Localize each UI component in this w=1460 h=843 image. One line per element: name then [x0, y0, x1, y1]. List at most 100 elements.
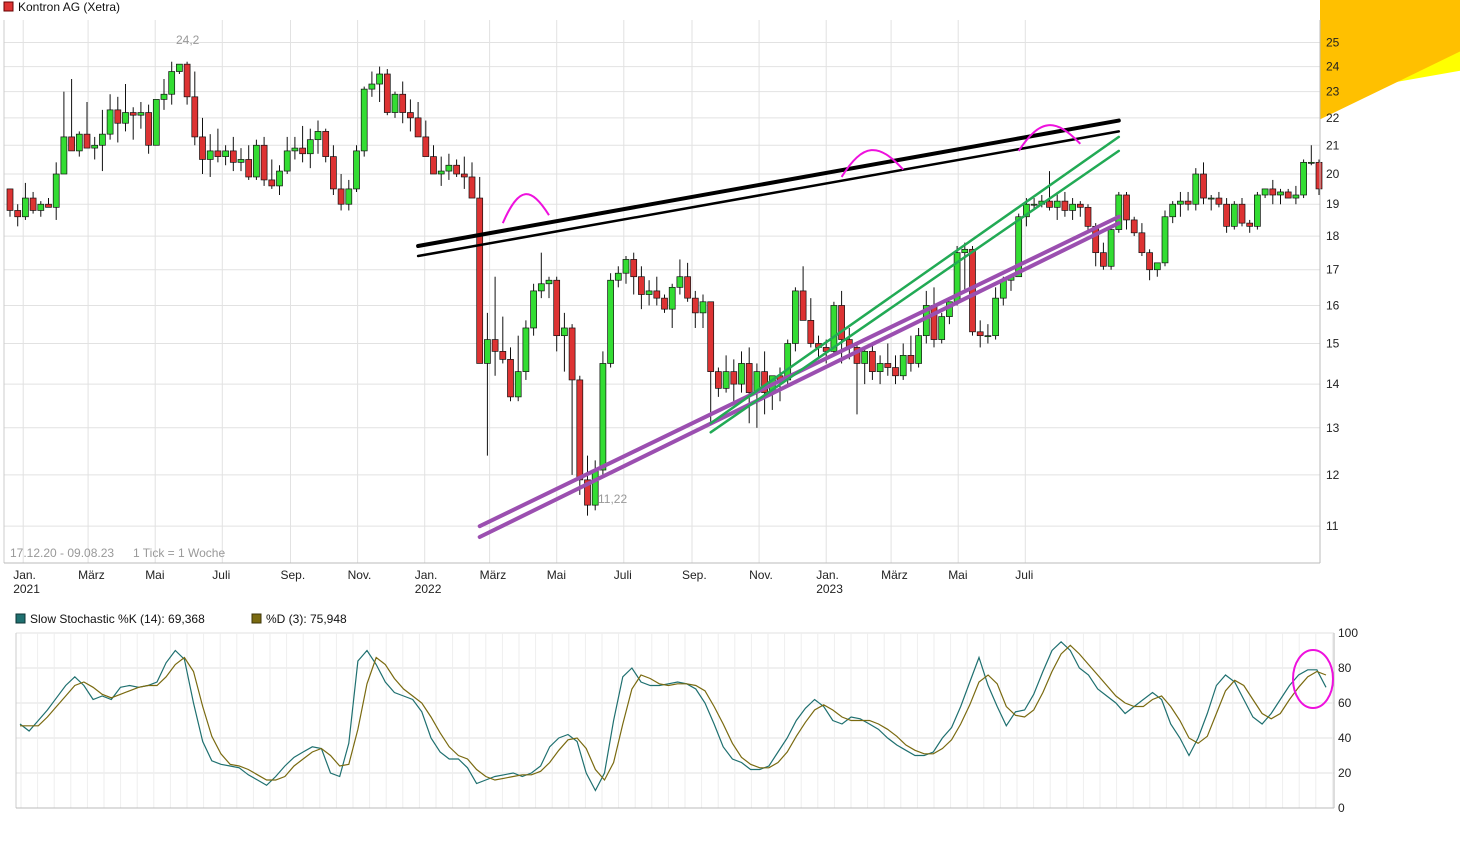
candle-down — [453, 164, 460, 175]
price-tick-label: 23 — [1326, 85, 1340, 99]
candle-up — [1230, 203, 1238, 227]
candles — [6, 61, 1323, 516]
candle-up — [699, 301, 707, 314]
candle-up — [160, 93, 168, 100]
candle-down — [892, 367, 899, 377]
candle-down — [707, 301, 715, 372]
high-price-label: 24,2 — [176, 33, 200, 47]
candle-up — [1300, 161, 1307, 196]
candle-up — [668, 286, 676, 310]
candle-up — [237, 159, 245, 163]
candle-down — [584, 479, 591, 506]
month-tick-label: Jan. — [415, 568, 438, 582]
candle-up — [253, 144, 260, 178]
candle-down — [83, 133, 91, 149]
candle-up — [992, 297, 999, 337]
candle-down — [684, 276, 691, 299]
stoch-tick-label: 100 — [1338, 626, 1358, 640]
candle-down — [145, 112, 152, 146]
tick-note-label: 1 Tick = 1 Woche — [133, 546, 225, 560]
price-tick-label: 13 — [1326, 421, 1340, 435]
year-tick-label: 2023 — [816, 582, 843, 596]
candle-down — [799, 290, 807, 321]
candle-down — [6, 188, 14, 211]
candle-down — [1061, 200, 1069, 211]
candle-down — [14, 210, 22, 218]
candle-down — [715, 371, 722, 389]
candle-down — [499, 351, 507, 360]
candle-up — [545, 279, 553, 285]
trendline-support-purple-2 — [477, 221, 1121, 539]
candle-down — [383, 73, 391, 113]
candle-up — [876, 363, 884, 372]
candle-up — [1169, 203, 1177, 218]
candle-down — [468, 176, 476, 199]
candle-down — [661, 297, 668, 310]
year-tick-label: 2021 — [13, 582, 40, 596]
month-tick-label: Jan. — [816, 568, 839, 582]
month-tick-label: Sep. — [682, 568, 707, 582]
stochastic-lines — [19, 640, 1327, 792]
price-tick-label: 22 — [1326, 111, 1340, 125]
trendlines — [416, 118, 1121, 539]
month-tick-label: Jan. — [13, 568, 36, 582]
candle-up — [622, 259, 630, 274]
stochastic-k-line — [19, 640, 1327, 792]
candle-down — [422, 136, 430, 157]
price-tick-label: 12 — [1326, 468, 1340, 482]
candle-down — [460, 173, 468, 178]
candle-up — [961, 248, 969, 254]
candle-up — [645, 290, 653, 295]
candle-up — [276, 170, 283, 187]
candle-down — [553, 279, 561, 337]
candle-up — [1292, 194, 1300, 199]
candle-down — [476, 197, 484, 364]
candle-up — [206, 150, 214, 160]
candle-down — [638, 276, 645, 295]
candle-down — [1123, 194, 1130, 221]
month-tick-label: Juli — [1015, 568, 1033, 582]
d-legend-label: %D (3): 75,948 — [266, 612, 347, 626]
candle-down — [507, 359, 514, 398]
candle-down — [1223, 203, 1230, 227]
month-tick-label: Juli — [614, 568, 632, 582]
candle-up — [1069, 203, 1076, 211]
candle-down — [260, 144, 268, 181]
highlight-arc — [1017, 124, 1082, 152]
price-tick-label: 16 — [1326, 298, 1340, 312]
candle-down — [199, 136, 206, 160]
candle-down — [1246, 222, 1254, 227]
candle-down — [245, 159, 253, 178]
candle-down — [45, 203, 52, 208]
stochastic-highlight-circle — [1292, 649, 1334, 709]
trendline-resistance-upper — [416, 118, 1121, 248]
candle-down — [568, 327, 576, 381]
d-legend-swatch — [251, 613, 262, 624]
date-range-label: 17.12.20 - 09.08.23 — [10, 546, 114, 560]
candle-up — [106, 109, 114, 135]
price-tick-label: 17 — [1326, 263, 1340, 277]
candle-up — [1307, 161, 1315, 164]
month-tick-label: Mai — [145, 568, 164, 582]
candle-up — [75, 133, 83, 152]
candle-up — [1277, 191, 1284, 196]
candle-up — [599, 363, 607, 471]
stoch-tick-label: 0 — [1338, 801, 1345, 815]
trendline-support-green-1 — [709, 135, 1121, 425]
candle-up — [283, 150, 291, 172]
candle-up — [152, 99, 160, 146]
candle-down — [214, 150, 222, 157]
candle-down — [322, 131, 330, 157]
candle-up — [607, 279, 614, 364]
candle-up — [1107, 229, 1115, 267]
month-tick-label: Mai — [948, 568, 967, 582]
candle-up — [1115, 194, 1123, 230]
candle-down — [114, 109, 122, 124]
month-tick-label: Sep. — [281, 568, 306, 582]
candle-up — [915, 335, 922, 364]
candle-down — [576, 379, 584, 481]
candle-up — [1023, 203, 1030, 218]
price-tick-label: 21 — [1326, 138, 1340, 152]
